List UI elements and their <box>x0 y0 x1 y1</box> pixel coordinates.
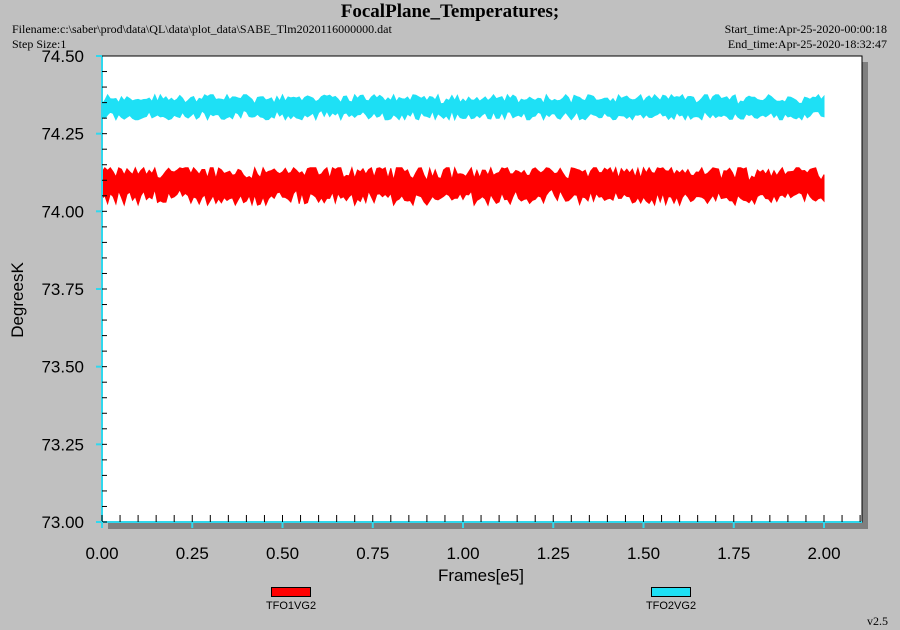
legend-item-tfo2vg2: TFO2VG2 <box>621 587 721 612</box>
y-tick-label: 73.25 <box>41 435 84 454</box>
x-tick-label: 0.25 <box>176 544 209 563</box>
y-tick-label: 73.00 <box>41 513 84 532</box>
version-label: v2.5 <box>867 614 888 628</box>
legend-swatch-tfo2vg2 <box>651 587 691 597</box>
series-tfo1vg2 <box>101 166 825 207</box>
chart-title: FocalPlane_Temperatures; <box>340 1 560 22</box>
end-time-label: End_time:Apr-25-2020-18:32:47 <box>727 37 887 51</box>
x-tick-label: 1.50 <box>627 544 660 563</box>
series-tfo2vg2 <box>101 93 825 122</box>
x-tick-label: 1.00 <box>446 544 479 563</box>
x-tick-label: 1.25 <box>537 544 570 563</box>
x-tick-label: 0.75 <box>356 544 389 563</box>
y-tick-label: 74.00 <box>41 202 84 221</box>
y-tick-label: 73.75 <box>41 280 84 299</box>
step-size-label: Step Size:1 <box>12 37 67 51</box>
y-axis-label: DegreesK <box>8 262 27 338</box>
y-tick-label: 74.25 <box>41 125 84 144</box>
start-time-label: Start_time:Apr-25-2020-00:00:18 <box>724 22 887 36</box>
x-tick-label: 0.00 <box>85 544 118 563</box>
legend-item-tfo1vg2: TFO1VG2 <box>241 587 341 612</box>
legend-label-tfo2vg2: TFO2VG2 <box>645 600 697 612</box>
legend-swatch-tfo1vg2 <box>271 587 311 597</box>
y-tick-label: 74.50 <box>41 47 84 66</box>
x-axis-label: Frames[e5] <box>438 566 524 585</box>
x-tick-label: 2.00 <box>807 544 840 563</box>
legend-label-tfo1vg2: TFO1VG2 <box>265 600 317 612</box>
x-tick-label: 1.75 <box>717 544 750 563</box>
plot-area <box>101 55 863 523</box>
x-tick-label: 0.50 <box>266 544 299 563</box>
filename-label: Filename:c:\saber\prod\data\QL\data\plot… <box>12 22 392 36</box>
y-tick-label: 73.50 <box>41 358 84 377</box>
